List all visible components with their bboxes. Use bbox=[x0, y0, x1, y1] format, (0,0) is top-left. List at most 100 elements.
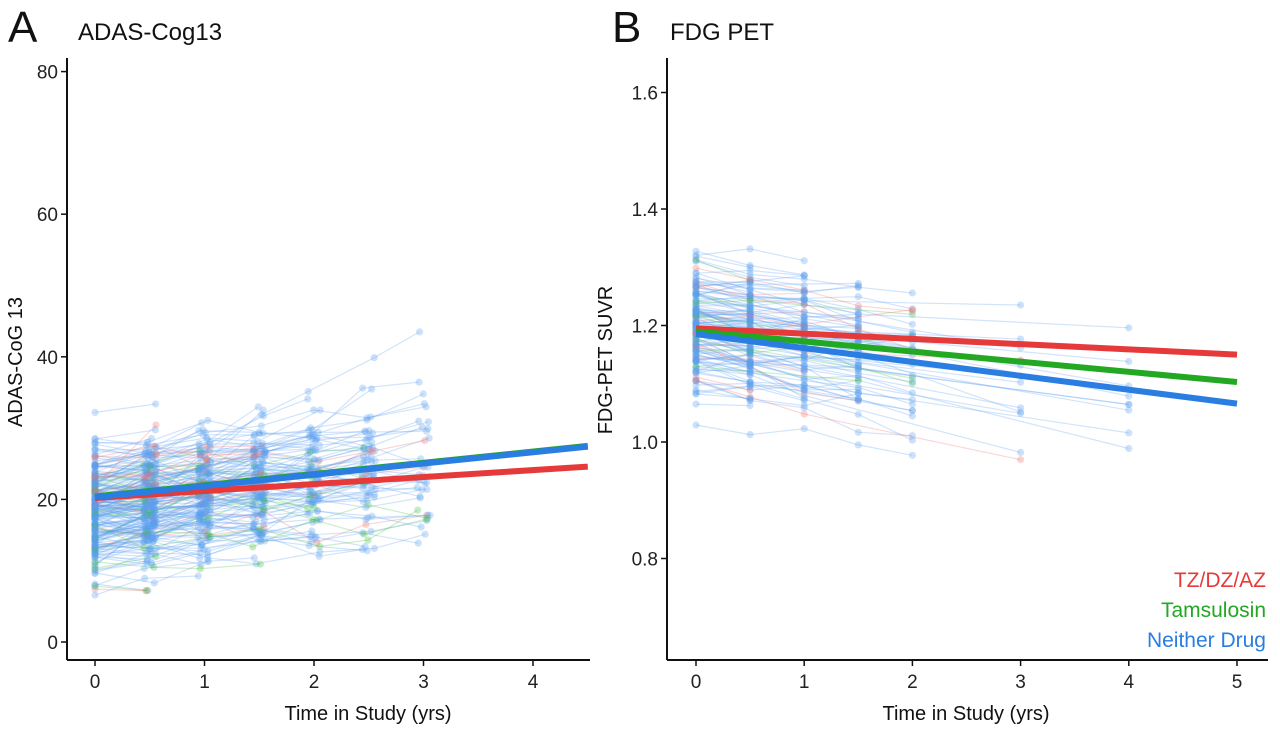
trajectory-line bbox=[695, 259, 751, 282]
trajectory-point bbox=[260, 497, 268, 505]
trajectory-point bbox=[253, 464, 261, 472]
trajectory-point bbox=[692, 381, 700, 389]
trajectory-point bbox=[199, 431, 207, 439]
trajectory-line bbox=[94, 419, 264, 466]
trajectory-point bbox=[91, 482, 99, 490]
trajectory-point bbox=[257, 422, 265, 430]
trajectory-point bbox=[144, 454, 152, 463]
trajectory-point bbox=[261, 447, 269, 455]
trajectory-line bbox=[94, 491, 262, 509]
trajectory-line bbox=[695, 260, 805, 287]
trend-line-neither-drug bbox=[94, 443, 589, 501]
trajectory-point bbox=[250, 447, 258, 455]
trajectory-point bbox=[692, 364, 700, 372]
trajectory-point bbox=[692, 256, 700, 264]
trajectory-point bbox=[256, 560, 264, 568]
trajectory-point bbox=[91, 521, 99, 529]
trajectory-point bbox=[91, 508, 99, 516]
trajectory-point bbox=[361, 542, 369, 551]
trajectory-point bbox=[255, 529, 263, 537]
trajectory-point bbox=[255, 494, 263, 502]
trajectory-point bbox=[201, 497, 209, 505]
trajectory-point bbox=[91, 561, 99, 569]
trajectory-point bbox=[260, 528, 269, 536]
trajectory-line bbox=[94, 466, 425, 499]
trajectory-point bbox=[746, 315, 754, 323]
trajectory-point bbox=[152, 450, 160, 458]
trajectory-point bbox=[306, 532, 315, 541]
trajectory-line bbox=[94, 429, 204, 487]
trajectory-point bbox=[800, 323, 808, 331]
trajectory-point bbox=[260, 497, 268, 505]
trajectory-point bbox=[260, 507, 268, 515]
trajectory-point bbox=[692, 252, 700, 260]
trajectory-point bbox=[256, 529, 264, 537]
trajectory-point bbox=[250, 445, 258, 453]
trajectory-line bbox=[94, 508, 208, 526]
trajectory-point bbox=[800, 363, 808, 371]
trajectory-point bbox=[692, 277, 700, 285]
trajectory-point bbox=[692, 347, 700, 355]
trajectory-point bbox=[146, 545, 154, 553]
trajectory-line bbox=[94, 504, 148, 507]
trajectory-point bbox=[91, 505, 99, 513]
trajectory-point bbox=[197, 514, 205, 522]
trajectory-point bbox=[145, 446, 153, 454]
trajectory-point bbox=[91, 531, 99, 540]
trajectory-point bbox=[91, 515, 99, 523]
trajectory-point bbox=[800, 287, 808, 295]
trajectory-point bbox=[91, 486, 99, 495]
trajectory-point bbox=[91, 533, 99, 541]
trajectory-line bbox=[94, 426, 423, 462]
trajectory-point bbox=[146, 460, 154, 468]
trajectory-point bbox=[854, 281, 862, 289]
trajectory-point bbox=[800, 366, 808, 374]
trajectory-point bbox=[150, 579, 158, 587]
trajectory-point bbox=[196, 450, 204, 458]
trajectory-point bbox=[143, 469, 151, 477]
trajectory-point bbox=[150, 518, 158, 527]
trajectory-point bbox=[692, 247, 700, 255]
trajectory-point bbox=[692, 281, 700, 289]
trajectory-line bbox=[94, 497, 368, 539]
trajectory-line bbox=[695, 311, 805, 315]
trajectory-point bbox=[201, 447, 210, 455]
trajectory-line bbox=[94, 517, 201, 537]
trajectory-point bbox=[746, 277, 754, 285]
trajectory-point bbox=[206, 533, 215, 541]
trajectory-point bbox=[91, 513, 99, 521]
trajectory-line bbox=[94, 517, 204, 540]
trajectory-point bbox=[147, 434, 156, 443]
trajectory-line bbox=[94, 484, 423, 516]
trajectory-point bbox=[198, 448, 207, 457]
trajectory-point bbox=[256, 530, 264, 539]
trajectory-point bbox=[692, 373, 700, 381]
trajectory-point bbox=[854, 397, 862, 405]
trajectory-point bbox=[206, 521, 214, 530]
trajectory-point bbox=[91, 562, 99, 570]
trajectory-line bbox=[94, 560, 209, 587]
trajectory-point bbox=[91, 457, 99, 465]
trajectory-line bbox=[695, 349, 805, 373]
trajectory-point bbox=[260, 496, 268, 504]
trajectory-point bbox=[140, 496, 148, 504]
trajectory-point bbox=[91, 510, 99, 519]
trajectory-point bbox=[800, 312, 808, 320]
trajectory-point bbox=[692, 341, 700, 349]
trajectory-point bbox=[91, 514, 99, 522]
trajectory-point bbox=[854, 389, 862, 398]
trajectory-point bbox=[257, 467, 265, 475]
trajectory-point bbox=[307, 538, 315, 546]
trajectory-point bbox=[147, 462, 155, 470]
trajectory-point bbox=[367, 453, 375, 461]
trajectory-point bbox=[854, 359, 862, 367]
trajectory-point bbox=[141, 497, 149, 505]
trajectory-point bbox=[800, 286, 808, 294]
trajectory-point bbox=[91, 535, 99, 543]
trajectory-point bbox=[364, 514, 372, 522]
trajectory-point bbox=[252, 509, 260, 517]
trajectory-point bbox=[360, 443, 368, 452]
trajectory-line bbox=[695, 353, 1129, 450]
trajectory-point bbox=[253, 526, 261, 534]
trajectory-line bbox=[695, 309, 751, 326]
